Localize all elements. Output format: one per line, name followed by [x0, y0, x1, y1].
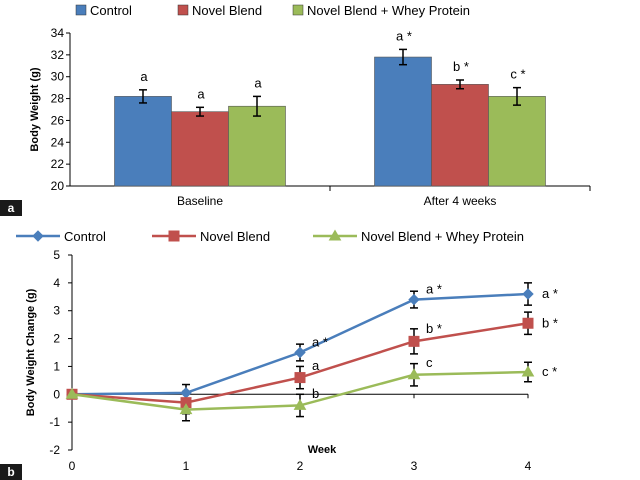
sig-label-a-1-2: c *: [510, 67, 525, 82]
y-tick-label-a-2: 24: [51, 135, 65, 149]
point-1-3: [408, 335, 420, 347]
bar-1-0: [374, 56, 432, 187]
legend-b-marker-2: [328, 229, 342, 241]
y-tick-label-b-4: 2: [53, 332, 60, 346]
x-tick-label-b-2: 2: [297, 459, 304, 473]
point-2-0: [65, 387, 79, 399]
legend-b: Control Novel Blend Novel Blend + Whey Pro…: [16, 229, 524, 244]
sig-label-a-1-1: b *: [453, 59, 469, 74]
legend-b-label-1: Novel Blend: [200, 229, 270, 244]
sig-label-a-0-2: a: [254, 75, 262, 90]
x-axis-label-b: Week: [308, 444, 337, 456]
x-tick-label-a-1: After 4 weeks: [424, 194, 497, 208]
legend-b-marker-0: [32, 230, 44, 242]
legend-a-swatch-0: [75, 4, 87, 16]
legend-a-label-1: Novel Blend: [192, 3, 262, 18]
x-tick-label-b-4: 4: [525, 459, 532, 473]
y-tick-label-b-1: -1: [49, 415, 60, 429]
panel-label-a: a: [8, 201, 15, 215]
sig-label-a-1-0: a *: [396, 28, 412, 43]
bar-1-1: [431, 84, 489, 187]
sig-label-a-0-0: a: [140, 69, 148, 84]
legend-a: Control Novel Blend Novel Blend + Whey Pro…: [75, 3, 470, 18]
y-tick-label-b-2: 0: [53, 387, 60, 401]
legend-a-label-0: Control: [90, 3, 132, 18]
point-2-4: [521, 365, 535, 377]
bar-1-2: [488, 96, 546, 187]
legend-b-label-2: Novel Blend + Whey Protein: [361, 229, 524, 244]
point-0-3: [408, 293, 420, 306]
sig-label-b-2-3: c: [426, 355, 433, 370]
point-0-2: [294, 346, 306, 359]
point-2-1: [179, 403, 193, 415]
legend-b-label-0: Control: [64, 229, 106, 244]
y-tick-label-b-6: 4: [53, 276, 60, 290]
sig-label-b-1-2: a: [312, 358, 320, 373]
y-tick-label-a-1: 22: [51, 157, 65, 171]
y-tick-label-a-3: 26: [51, 113, 65, 127]
panel-label-a-badge: [0, 200, 22, 216]
point-0-1: [180, 387, 192, 399]
y-axis-label-a: Body Weight (g): [29, 67, 41, 151]
sig-label-b-1-3: b *: [426, 321, 442, 336]
series-line-1: [71, 322, 529, 404]
panel-b-line-chart: Control Novel Blend Novel Blend + Whey Pro…: [0, 229, 558, 480]
legend-a-swatch-2: [292, 4, 304, 16]
legend-b-marker-1: [168, 230, 180, 242]
sig-label-b-0-4: a *: [542, 286, 558, 301]
point-2-2: [293, 398, 307, 410]
panel-label-b: b: [7, 465, 14, 479]
sig-label-b-2-4: c *: [542, 364, 557, 379]
y-tick-label-b-7: 5: [53, 248, 60, 262]
bar-0-0: [114, 96, 172, 187]
y-tick-label-a-0: 20: [51, 179, 65, 193]
y-tick-label-a-6: 32: [51, 48, 65, 62]
bar-0-2: [228, 105, 286, 187]
x-tick-label-b-3: 3: [411, 459, 418, 473]
panel-label-b-badge: [0, 464, 22, 480]
x-tick-label-a-0: Baseline: [177, 194, 223, 208]
point-2-3: [407, 368, 421, 380]
bar-0-1: [171, 111, 229, 187]
legend-a-label-2: Novel Blend + Whey Protein: [307, 3, 470, 18]
y-tick-label-a-4: 28: [51, 92, 65, 106]
y-tick-label-b-5: 3: [53, 304, 60, 318]
sig-label-a-0-1: a: [197, 86, 205, 101]
sig-label-b-2-2: b: [312, 386, 319, 401]
sig-label-b-0-3: a *: [426, 281, 442, 296]
x-tick-label-b-1: 1: [183, 459, 190, 473]
x-tick-label-b-0: 0: [69, 459, 76, 473]
sig-label-b-0-2: a *: [312, 334, 328, 349]
point-1-4: [522, 317, 534, 329]
point-0-4: [522, 288, 534, 300]
y-tick-label-a-7: 34: [51, 26, 65, 40]
y-tick-label-a-5: 30: [51, 70, 65, 84]
legend-a-swatch-1: [177, 4, 189, 16]
panel-a-bar-chart: Control Novel Blend Novel Blend + Whey Pro…: [0, 3, 591, 216]
y-tick-label-b-0: -2: [49, 443, 60, 457]
y-axis-label-b: Body Weight Change (g): [25, 288, 37, 416]
y-tick-label-b-3: 1: [53, 359, 60, 373]
point-1-2: [294, 372, 306, 384]
sig-label-b-1-4: b *: [542, 315, 558, 330]
